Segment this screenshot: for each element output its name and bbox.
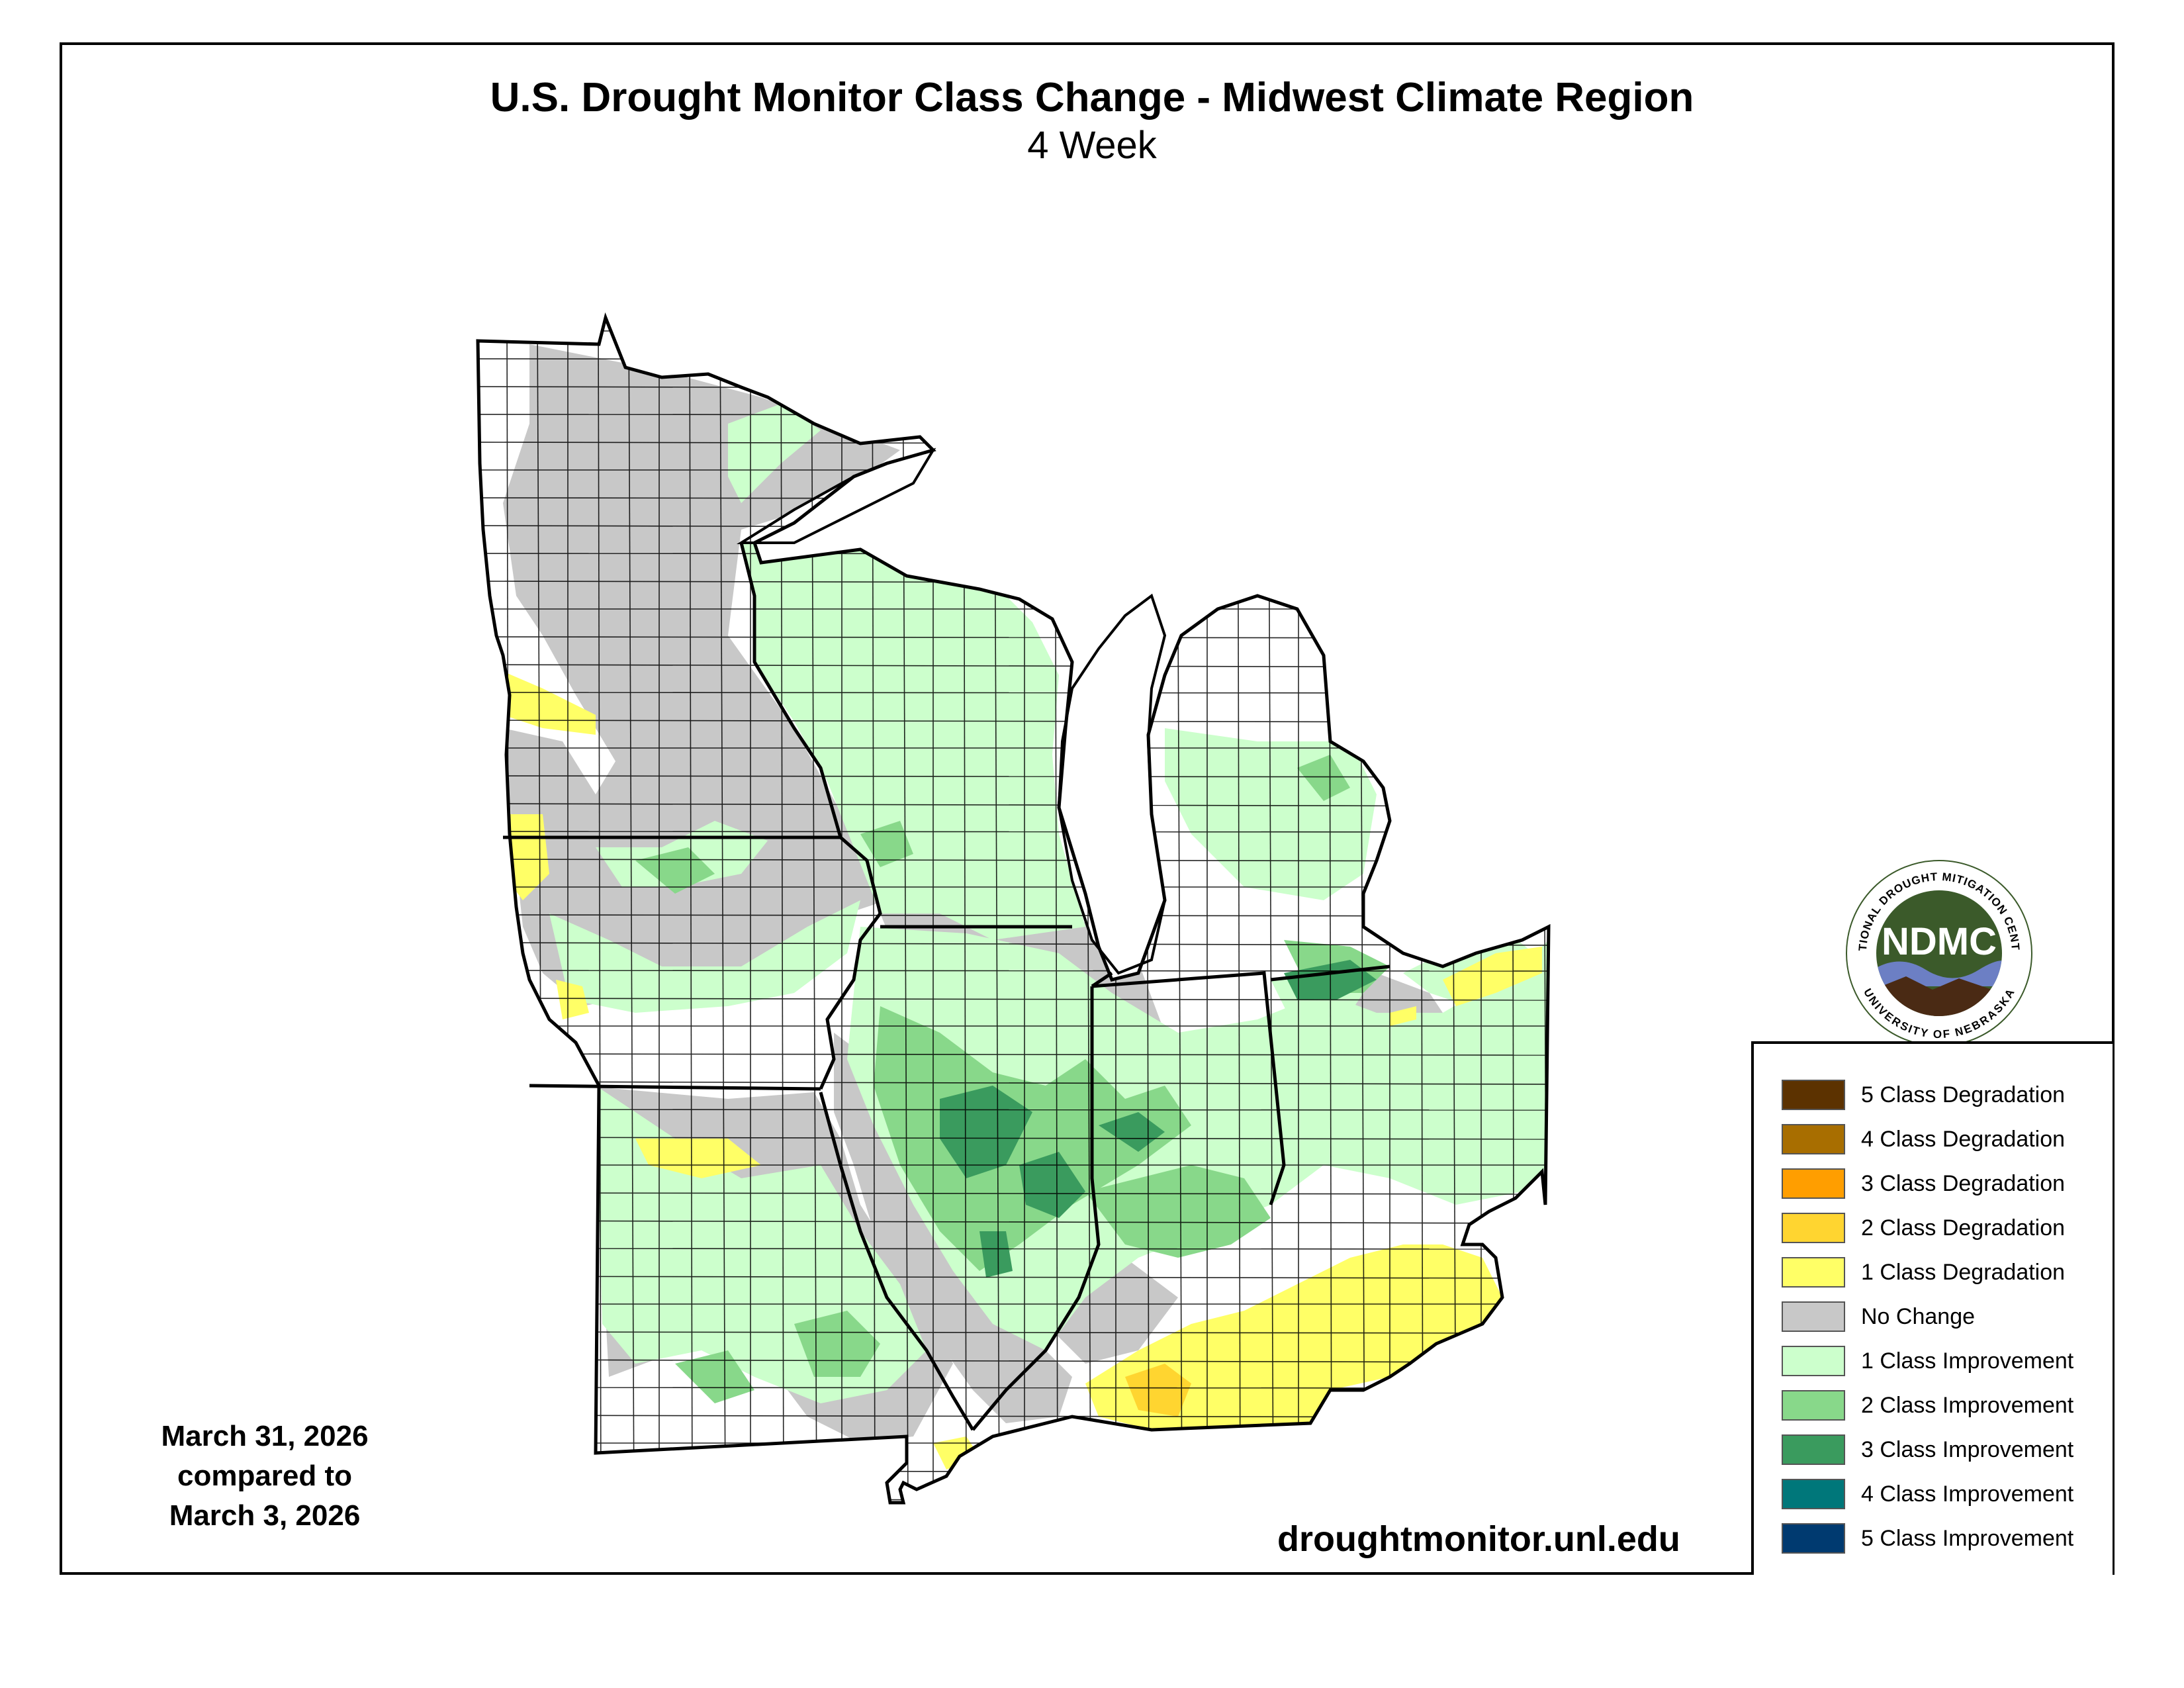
class-change-area: [940, 1086, 1032, 1178]
legend-swatch: [1782, 1301, 1845, 1332]
legend-item: 5 Class Improvement: [1782, 1523, 2113, 1556]
class-change-area: [1390, 1006, 1416, 1026]
class-change-area: [933, 1436, 979, 1470]
legend-label: 2 Class Degradation: [1861, 1215, 2066, 1241]
legend-label: 4 Class Improvement: [1861, 1481, 2074, 1507]
legend-swatch: [1782, 1080, 1845, 1110]
legend-swatch: [1782, 1523, 1845, 1554]
legend-swatch: [1782, 1168, 1845, 1199]
class-change-area: [556, 980, 589, 1019]
map-subtitle: 4 Week: [1027, 124, 1157, 167]
legend-swatch: [1782, 1346, 1845, 1376]
legend-item: 2 Class Degradation: [1782, 1213, 2113, 1246]
legend-item: 3 Class Degradation: [1782, 1168, 2113, 1201]
legend-swatch: [1782, 1213, 1845, 1243]
map-title: U.S. Drought Monitor Class Change - Midw…: [490, 75, 1694, 120]
legend-label: No Change: [1861, 1304, 1976, 1329]
legend-label: 1 Class Improvement: [1861, 1348, 2074, 1374]
legend-label: 2 Class Improvement: [1861, 1393, 2074, 1418]
website-url: droughtmonitor.unl.edu: [1277, 1519, 1680, 1559]
legend: 5 Class Degradation 4 Class Degradation 3 …: [1751, 1041, 2113, 1575]
legend-label: 5 Class Improvement: [1861, 1526, 2074, 1551]
legend-label: 3 Class Degradation: [1861, 1171, 2066, 1196]
legend-item: 1 Class Degradation: [1782, 1257, 2113, 1290]
legend-swatch: [1782, 1434, 1845, 1465]
legend-item: 4 Class Improvement: [1782, 1479, 2113, 1512]
class-change-area: [1006, 1443, 1072, 1463]
class-change-area: [1443, 947, 1542, 1006]
class-change-area: [635, 847, 715, 894]
class-change-area: [1019, 1152, 1085, 1218]
legend-label: 4 Class Degradation: [1861, 1127, 2066, 1152]
date-previous: March 3, 2026: [169, 1499, 361, 1532]
legend-swatch: [1782, 1479, 1845, 1509]
class-change-area: [529, 1086, 596, 1158]
legend-item: 3 Class Improvement: [1782, 1434, 2113, 1468]
legend-swatch: [1782, 1390, 1845, 1421]
class-change-area: [1297, 755, 1350, 801]
legend-swatch: [1782, 1257, 1845, 1288]
class-change-area: [979, 1231, 1013, 1278]
date-compared-text: compared to: [177, 1460, 353, 1492]
class-change-area: [675, 1350, 754, 1403]
legend-item: 5 Class Degradation: [1782, 1080, 2113, 1113]
class-change-area: [496, 669, 596, 735]
legend-item: No Change: [1782, 1301, 2113, 1335]
date-caption: March 31, 2026 compared to March 3, 2026: [119, 1417, 410, 1536]
legend-swatch: [1782, 1124, 1845, 1154]
legend-label: 3 Class Improvement: [1861, 1437, 2074, 1462]
logo-abbr: NDMC: [1882, 920, 1997, 963]
ndmc-logo: NDMC NATIONAL DROUGHT MITIGATION CENTER …: [1840, 854, 2032, 1047]
class-change-area: [1085, 1165, 1271, 1258]
date-current: March 31, 2026: [161, 1420, 369, 1452]
class-change-area: [728, 404, 821, 503]
class-change-areas: [496, 344, 1549, 1470]
class-change-area: [1125, 1364, 1191, 1417]
legend-item: 2 Class Improvement: [1782, 1390, 2113, 1423]
legend-item: 1 Class Improvement: [1782, 1346, 2113, 1379]
class-change-area: [635, 1139, 761, 1178]
legend-item: 4 Class Degradation: [1782, 1124, 2113, 1157]
legend-label: 5 Class Degradation: [1861, 1082, 2066, 1107]
legend-label: 1 Class Degradation: [1861, 1260, 2066, 1285]
